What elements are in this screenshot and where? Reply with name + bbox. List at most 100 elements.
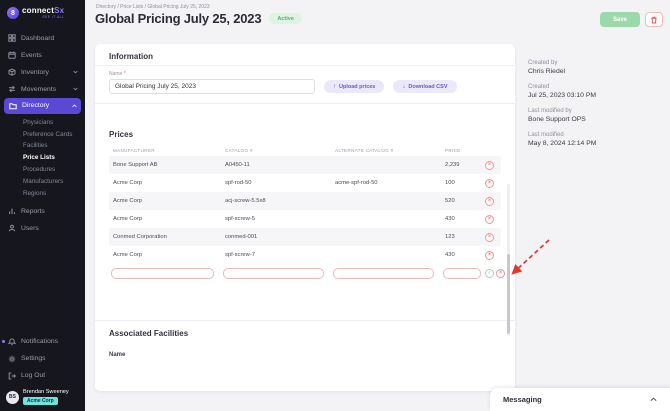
new-price-input[interactable] [443, 267, 481, 279]
download-icon: ↓ [402, 83, 406, 90]
name-input[interactable] [109, 79, 315, 94]
remove-price-button[interactable]: × [485, 250, 494, 260]
sidebar-subitem-regions[interactable]: Regions [23, 189, 47, 197]
status-badge: Active [269, 13, 302, 24]
divider [95, 320, 515, 321]
remove-price-button[interactable]: × [485, 214, 494, 224]
new-alt-catalog-input[interactable] [333, 267, 434, 279]
divider [95, 65, 515, 66]
cell-manufacturer: Acme Corp [113, 252, 142, 258]
page-title: Global Pricing July 25, 2023 [95, 11, 262, 26]
sidebar-item-label: Settings [21, 355, 46, 362]
scrollbar-thumb[interactable] [507, 254, 510, 334]
directory-submenu: Physicians Preference Cards Facilities P… [0, 114, 85, 203]
cell-catalog: spf-screw-5 [225, 216, 255, 222]
prices-heading: Prices [109, 130, 134, 139]
chevron-up-icon [72, 103, 77, 108]
col-manufacturer: MANUFACTURER [113, 148, 155, 153]
sidebar-item-logout[interactable]: Log Out [0, 367, 85, 384]
information-form: Name * ↑ Upload prices ↓ Download CSV [95, 71, 515, 94]
sidebar-item-events[interactable]: Events [0, 47, 85, 64]
cell-price: 123 [445, 234, 455, 240]
sidebar-item-reports[interactable]: Reports [0, 203, 85, 220]
cancel-new-price-button[interactable]: × [496, 268, 505, 278]
breadcrumb[interactable]: Directory / Price Lists / Global Pricing… [96, 4, 210, 10]
cell-catalog: acj-screw-5.5x8 [225, 198, 266, 204]
meta-panel: Created by Chris Riedel Created Jul 25, … [528, 60, 660, 156]
remove-price-button[interactable]: × [485, 160, 494, 170]
sidebar-subitem-price-lists[interactable]: Price Lists [23, 154, 55, 162]
cell-catalog: spf-screw-7 [225, 252, 255, 258]
confirm-new-price-button[interactable]: ✓ [485, 268, 494, 278]
logo-icon: 8 [7, 7, 19, 20]
sidebar-item-movements[interactable]: Movements [0, 81, 85, 98]
remove-price-button[interactable]: × [485, 196, 494, 206]
sidebar-item-dashboard[interactable]: Dashboard [0, 30, 85, 47]
remove-price-button[interactable]: × [485, 178, 494, 188]
prices-table-body: Bone Support AB A0450-11 2,239 × Acme Co… [109, 156, 501, 264]
folder-icon [8, 102, 17, 110]
cell-manufacturer: Bone Support AB [113, 162, 158, 168]
sidebar-item-label: Dashboard [21, 34, 55, 42]
messaging-panel[interactable]: Messaging [490, 388, 670, 411]
logo: 8 connectSx SEE IT ALL [0, 0, 85, 30]
delete-button[interactable] [645, 12, 663, 27]
new-manufacturer-input[interactable] [111, 267, 214, 279]
upload-icon: ↑ [333, 83, 336, 90]
sidebar-item-label: Notifications [21, 338, 59, 345]
col-price: PRICE [445, 148, 461, 153]
sidebar-item-directory[interactable]: Directory [4, 97, 81, 114]
sidebar-subitem-facilities[interactable]: Facilities [23, 142, 48, 150]
org-badge: Acme Corp [23, 397, 58, 405]
sidebar-item-label: Log Out [21, 372, 46, 379]
col-alt-catalog: ALTERNATE CATALOG # [335, 148, 394, 153]
price-table-row: Bone Support AB A0450-11 2,239 × [109, 156, 501, 174]
notification-indicator-dot [2, 340, 5, 343]
cell-price: 520 [445, 198, 455, 204]
dashboard-icon [7, 34, 16, 42]
upload-prices-button[interactable]: ↑ Upload prices [324, 80, 385, 93]
meta-last-modified-by: Last modified by Bone Support OPS [528, 108, 586, 123]
page-title-row: Global Pricing July 25, 2023 Active [95, 11, 302, 26]
information-heading: Information [109, 52, 153, 61]
download-csv-button[interactable]: ↓ Download CSV [393, 80, 457, 93]
sidebar-item-settings[interactable]: Settings [0, 350, 85, 367]
chevron-up-icon[interactable] [650, 397, 657, 402]
sidebar: 8 connectSx SEE IT ALL Dashboard Events … [0, 0, 85, 411]
prices-table: MANUFACTURER CATALOG # ALTERNATE CATALOG… [95, 146, 515, 282]
calendar-icon [7, 51, 16, 59]
cell-catalog: spf-rod-50 [225, 180, 252, 186]
cell-catalog: conmed-001 [225, 234, 258, 240]
cell-manufacturer: Conmed Corporation [113, 234, 167, 240]
sidebar-item-notifications[interactable]: Notifications [0, 333, 85, 350]
avatar: BS [6, 390, 19, 404]
cell-manufacturer: Acme Corp [113, 198, 142, 204]
meta-created: Created Jul 25, 2023 03:10 PM [528, 84, 597, 99]
sidebar-subitem-manufacturers[interactable]: Manufacturers [23, 177, 64, 185]
prices-table-header: MANUFACTURER CATALOG # ALTERNATE CATALOG… [109, 146, 501, 156]
cell-price: 430 [445, 252, 455, 258]
new-catalog-input[interactable] [223, 267, 324, 279]
sidebar-subitem-procedures[interactable]: Procedures [23, 166, 56, 174]
logout-icon [7, 372, 16, 380]
cell-catalog: A0450-11 [225, 162, 250, 168]
user-account[interactable]: BS Brendan Sweeney Acme Corp [0, 384, 85, 411]
box-icon [7, 68, 16, 76]
price-table-row: Acme Corp acj-screw-5.5x8 520 × [109, 192, 501, 210]
divider [95, 103, 515, 104]
sidebar-item-inventory[interactable]: Inventory [0, 64, 85, 81]
cell-manufacturer: Acme Corp [113, 216, 142, 222]
gear-icon [7, 355, 16, 363]
sidebar-subitem-preference-cards[interactable]: Preference Cards [23, 130, 73, 138]
price-table-row: Acme Corp spf-screw-5 430 × [109, 210, 501, 228]
logo-tagline: SEE IT ALL [42, 15, 65, 19]
remove-price-button[interactable]: × [485, 232, 494, 242]
cell-price: 430 [445, 216, 455, 222]
sidebar-item-users[interactable]: Users [0, 220, 85, 237]
sidebar-subitem-physicians[interactable]: Physicians [23, 118, 54, 126]
cell-manufacturer: Acme Corp [113, 180, 142, 186]
table-scrollbar[interactable] [507, 184, 510, 336]
bell-icon [7, 337, 16, 346]
save-button[interactable]: Save [600, 12, 640, 27]
